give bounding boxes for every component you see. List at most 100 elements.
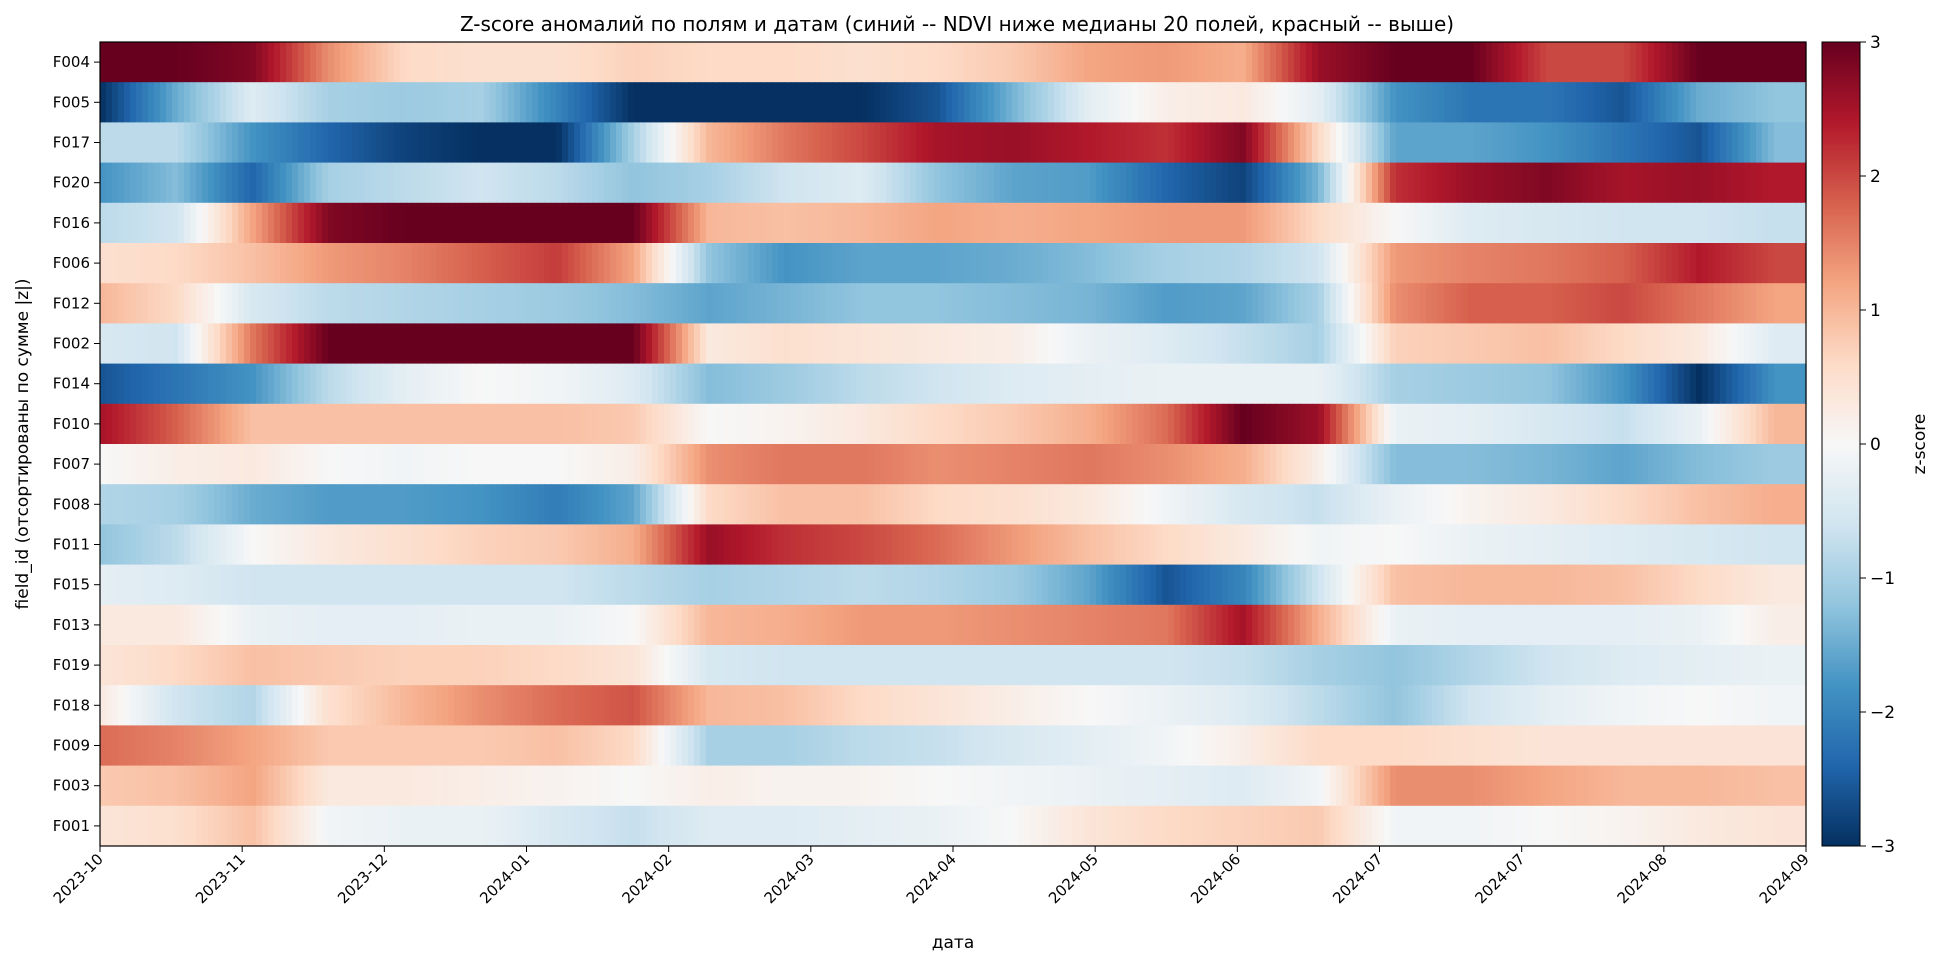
heatmap-cell <box>364 82 371 123</box>
heatmap-cell <box>1450 645 1457 686</box>
heatmap-cell <box>1336 444 1343 485</box>
heatmap-cell <box>676 162 683 204</box>
heatmap-cell <box>514 243 521 284</box>
heatmap-cell <box>544 725 551 767</box>
heatmap-cell <box>1450 202 1457 244</box>
heatmap-cell <box>1186 42 1193 83</box>
heatmap-cell <box>982 403 989 445</box>
heatmap-cell <box>1804 645 1807 686</box>
heatmap-cell <box>718 202 725 244</box>
heatmap-cell <box>610 323 617 365</box>
heatmap-cell <box>1288 243 1295 284</box>
heatmap-cell <box>1546 403 1553 445</box>
heatmap-cell <box>778 162 785 204</box>
heatmap-cell <box>244 725 251 767</box>
heatmap-cell <box>1150 685 1157 726</box>
heatmap-cell <box>232 484 239 525</box>
heatmap-cell <box>742 283 749 324</box>
heatmap-cell <box>952 82 959 123</box>
heatmap-cell <box>1162 42 1169 83</box>
heatmap-cell <box>766 484 773 525</box>
heatmap-cell <box>268 202 275 244</box>
heatmap-cell <box>1342 645 1349 686</box>
heatmap-cell <box>1024 202 1031 244</box>
heatmap-cell <box>190 82 197 123</box>
heatmap-cell <box>1318 323 1325 365</box>
heatmap-cell <box>844 202 851 244</box>
heatmap-cell <box>1798 685 1805 726</box>
heatmap-cell <box>418 162 425 204</box>
heatmap-cell <box>970 202 977 244</box>
heatmap-cell <box>484 82 491 123</box>
heatmap-cell <box>112 685 119 726</box>
heatmap-cell <box>844 42 851 83</box>
heatmap-cell <box>1504 564 1511 606</box>
heatmap-cell <box>1594 283 1601 324</box>
heatmap-cell <box>1342 82 1349 123</box>
heatmap-cell <box>664 283 671 324</box>
heatmap-cell <box>442 323 449 365</box>
heatmap-cell <box>376 82 383 123</box>
heatmap-cell <box>1078 363 1085 405</box>
heatmap-cell <box>310 243 317 284</box>
heatmap-cell <box>964 484 971 525</box>
heatmap-cell <box>1696 645 1703 686</box>
heatmap-cell <box>1540 243 1547 284</box>
heatmap-cell <box>520 484 527 525</box>
heatmap-cell <box>700 444 707 485</box>
heatmap-cell <box>622 363 629 405</box>
heatmap-cell <box>622 564 629 606</box>
heatmap-cell <box>556 484 563 525</box>
heatmap-cell <box>1702 323 1709 365</box>
heatmap-cell <box>1114 645 1121 686</box>
heatmap-cell <box>742 444 749 485</box>
heatmap-cell <box>214 604 221 646</box>
heatmap-cell <box>1378 162 1385 204</box>
heatmap-cell <box>364 564 371 606</box>
heatmap-cell <box>1612 243 1619 284</box>
heatmap-cell <box>1552 363 1559 405</box>
heatmap-cell <box>1066 685 1073 726</box>
heatmap-cell <box>694 444 701 485</box>
heatmap-cell <box>868 42 875 83</box>
heatmap-cell <box>1408 162 1415 204</box>
heatmap-cell <box>1126 283 1133 324</box>
heatmap-cell <box>1654 323 1661 365</box>
heatmap-cell <box>1618 243 1625 284</box>
heatmap-cell <box>1690 564 1697 606</box>
heatmap-cell <box>1012 283 1019 324</box>
heatmap-cell <box>118 162 125 204</box>
heatmap-cell <box>1678 283 1685 324</box>
heatmap-cell <box>1666 283 1673 324</box>
heatmap-cell <box>1384 564 1391 606</box>
heatmap-cell <box>682 725 689 767</box>
heatmap-cell <box>292 604 299 646</box>
heatmap-cell <box>1156 604 1163 646</box>
heatmap-cell <box>340 162 347 204</box>
heatmap-cell <box>130 243 137 284</box>
heatmap-cell <box>298 444 305 485</box>
heatmap-cell <box>778 685 785 726</box>
heatmap-cell <box>514 564 521 606</box>
heatmap-cell <box>1438 122 1445 164</box>
heatmap-cell <box>1084 243 1091 284</box>
heatmap-cell <box>586 283 593 324</box>
heatmap-cell <box>1438 645 1445 686</box>
heatmap-cell <box>328 122 335 164</box>
heatmap-cell <box>1396 202 1403 244</box>
heatmap-cell <box>532 82 539 123</box>
heatmap-cell <box>118 363 125 405</box>
heatmap-cell <box>352 162 359 204</box>
heatmap-cell <box>580 403 587 445</box>
heatmap-cell <box>910 484 917 525</box>
heatmap-cell <box>994 283 1001 324</box>
heatmap-cell <box>670 363 677 405</box>
heatmap-cell <box>706 42 713 83</box>
heatmap-cell <box>1534 82 1541 123</box>
heatmap-cell <box>406 725 413 767</box>
heatmap-cell <box>1786 283 1793 324</box>
heatmap-cell <box>1492 363 1499 405</box>
heatmap-cell <box>1756 604 1763 646</box>
heatmap-cell <box>982 162 989 204</box>
heatmap-cell <box>136 82 143 123</box>
